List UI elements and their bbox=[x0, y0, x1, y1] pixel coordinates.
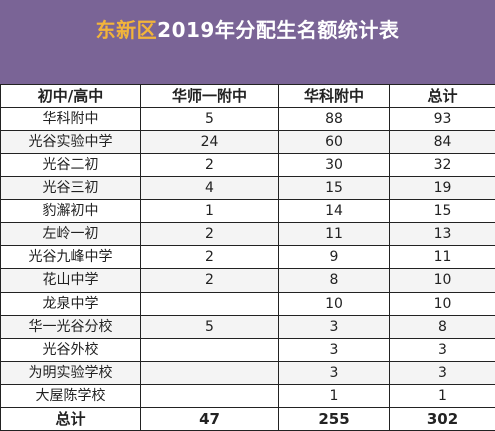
huake-count: 3 bbox=[278, 337, 390, 362]
huashi-count: 24 bbox=[140, 130, 279, 155]
row-total: 93 bbox=[389, 106, 495, 132]
row-total: 3 bbox=[389, 360, 495, 385]
row-total: 15 bbox=[389, 199, 495, 224]
table-row: 花山中学 2 8 10 bbox=[0, 268, 495, 293]
huashi-count: 5 bbox=[140, 314, 279, 339]
huashi-count bbox=[140, 337, 279, 362]
huake-count: 3 bbox=[278, 314, 390, 339]
title-highlight: 东新区 bbox=[95, 18, 158, 42]
table-row: 光谷九峰中学 2 9 11 bbox=[0, 245, 495, 270]
school-name: 光谷外校 bbox=[0, 337, 141, 362]
table-row: 光谷二初 2 30 32 bbox=[0, 153, 495, 178]
huake-count: 88 bbox=[278, 106, 390, 132]
row-total: 11 bbox=[389, 245, 495, 270]
page-title: 东新区2019年分配生名额统计表 bbox=[0, 12, 495, 48]
huashi-count: 2 bbox=[140, 222, 279, 247]
row-total: 13 bbox=[389, 222, 495, 247]
total-label: 总计 bbox=[0, 407, 141, 431]
school-name: 花山中学 bbox=[0, 268, 141, 293]
header-row: 初中/高中 华师一附中 华科附中 总计 bbox=[0, 84, 495, 108]
school-name: 光谷实验中学 bbox=[0, 130, 141, 155]
school-name: 光谷三初 bbox=[0, 176, 141, 201]
table-row: 龙泉中学 10 10 bbox=[0, 291, 495, 316]
school-name: 华科附中 bbox=[0, 106, 141, 132]
huake-count: 15 bbox=[278, 176, 390, 201]
huashi-count: 2 bbox=[140, 153, 279, 178]
header-total: 总计 bbox=[389, 84, 495, 108]
header-huashi: 华师一附中 bbox=[140, 84, 279, 108]
huake-count: 9 bbox=[278, 245, 390, 270]
huake-count: 3 bbox=[278, 360, 390, 385]
huashi-count bbox=[140, 291, 279, 316]
school-name: 左岭一初 bbox=[0, 222, 141, 247]
huashi-count bbox=[140, 383, 279, 409]
total-row: 总计 47 255 302 bbox=[0, 407, 495, 431]
row-total: 8 bbox=[389, 314, 495, 339]
school-name: 光谷二初 bbox=[0, 153, 141, 178]
row-total: 84 bbox=[389, 130, 495, 155]
table-row: 大屋陈学校 1 1 bbox=[0, 383, 495, 409]
row-total: 3 bbox=[389, 337, 495, 362]
row-total: 19 bbox=[389, 176, 495, 201]
huashi-count: 5 bbox=[140, 106, 279, 132]
huashi-count: 1 bbox=[140, 199, 279, 224]
school-name: 光谷九峰中学 bbox=[0, 245, 141, 270]
header-school: 初中/高中 bbox=[0, 84, 141, 108]
huake-count: 30 bbox=[278, 153, 390, 178]
title-rest: 2019年分配生名额统计表 bbox=[157, 18, 400, 42]
school-name: 华一光谷分校 bbox=[0, 314, 141, 339]
allocation-table: 初中/高中 华师一附中 华科附中 总计 华科附中 5 88 93 光谷实验中学 24 60… bbox=[0, 84, 495, 431]
huake-count: 60 bbox=[278, 130, 390, 155]
table-row: 光谷外校 3 3 bbox=[0, 337, 495, 362]
table-row: 华一光谷分校 5 3 8 bbox=[0, 314, 495, 339]
table-row: 华科附中 5 88 93 bbox=[0, 106, 495, 132]
table-row: 左岭一初 2 11 13 bbox=[0, 222, 495, 247]
table-row: 为明实验学校 3 3 bbox=[0, 360, 495, 385]
row-total: 10 bbox=[389, 291, 495, 316]
table-row: 光谷三初 4 15 19 bbox=[0, 176, 495, 201]
huashi-count bbox=[140, 360, 279, 385]
huake-count: 8 bbox=[278, 268, 390, 293]
header-huake: 华科附中 bbox=[278, 84, 390, 108]
huake-count: 14 bbox=[278, 199, 390, 224]
huashi-count: 2 bbox=[140, 245, 279, 270]
table-row: 豹澥初中 1 14 15 bbox=[0, 199, 495, 224]
huake-count: 11 bbox=[278, 222, 390, 247]
total-huake: 255 bbox=[278, 407, 390, 431]
huake-count: 1 bbox=[278, 383, 390, 409]
row-total: 32 bbox=[389, 153, 495, 178]
row-total: 1 bbox=[389, 383, 495, 409]
grand-total: 302 bbox=[389, 407, 495, 431]
huashi-count: 4 bbox=[140, 176, 279, 201]
school-name: 豹澥初中 bbox=[0, 199, 141, 224]
title-banner bbox=[0, 0, 495, 84]
school-name: 大屋陈学校 bbox=[0, 383, 141, 409]
huashi-count: 2 bbox=[140, 268, 279, 293]
total-huashi: 47 bbox=[140, 407, 279, 431]
table-row: 光谷实验中学 24 60 84 bbox=[0, 130, 495, 155]
huake-count: 10 bbox=[278, 291, 390, 316]
school-name: 为明实验学校 bbox=[0, 360, 141, 385]
row-total: 10 bbox=[389, 268, 495, 293]
school-name: 龙泉中学 bbox=[0, 291, 141, 316]
